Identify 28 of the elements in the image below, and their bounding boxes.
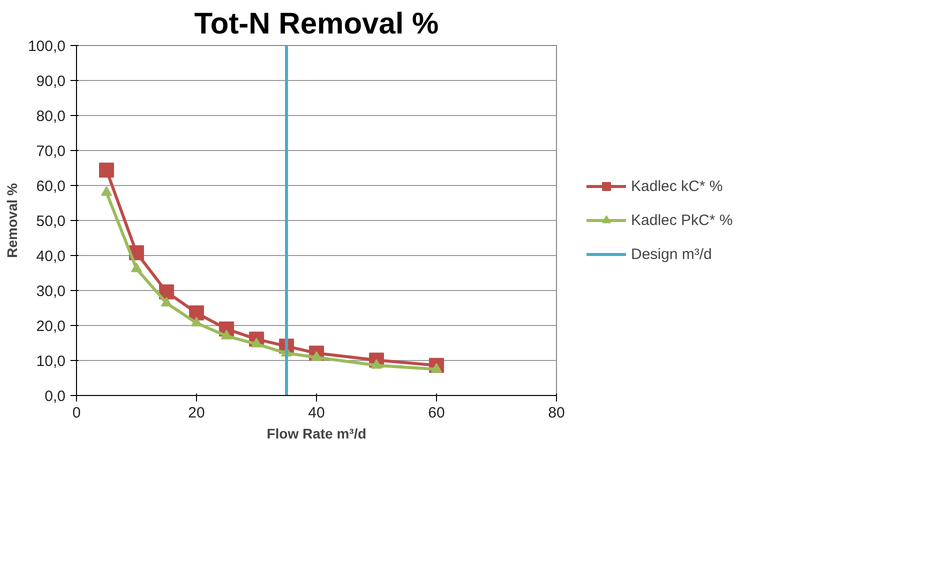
point — [191, 316, 202, 326]
legend-label: Kadlec PkC* % — [631, 212, 733, 228]
chart-title: Tot-N Removal % — [194, 8, 439, 40]
y-tick-label: 0,0 — [44, 388, 66, 405]
y-tick-label: 60,0 — [36, 178, 66, 195]
point — [131, 262, 142, 272]
y-tick-label: 50,0 — [36, 213, 66, 230]
point — [161, 296, 172, 306]
y-tick-label: 70,0 — [36, 143, 66, 160]
point — [189, 305, 204, 320]
y-axis-title: Removal % — [4, 182, 20, 258]
y-tick-label: 20,0 — [36, 318, 66, 335]
y-tick-label: 80,0 — [36, 108, 66, 125]
y-tick-label: 90,0 — [36, 73, 66, 90]
x-tick-label: 20 — [188, 404, 205, 422]
x-axis-title: Flow Rate m³/d — [266, 426, 366, 442]
legend-label: Design m³/d — [631, 246, 712, 262]
point — [101, 186, 112, 196]
point — [99, 162, 114, 178]
y-tick-label: 30,0 — [36, 283, 66, 300]
x-tick-label: 0 — [72, 404, 81, 422]
legend-label: Kadlec kC* % — [631, 178, 723, 194]
x-tick-label: 60 — [428, 404, 445, 422]
y-tick-label: 100,0 — [28, 38, 66, 55]
y-tick-label: 10,0 — [36, 353, 66, 370]
y-tick-label: 40,0 — [36, 248, 66, 265]
x-tick-label: 40 — [308, 404, 325, 422]
x-tick-label: 80 — [548, 404, 565, 422]
